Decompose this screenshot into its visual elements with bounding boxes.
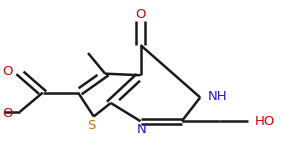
Text: HO: HO <box>255 115 275 128</box>
Text: O: O <box>2 65 12 78</box>
Text: N: N <box>137 124 147 136</box>
Text: S: S <box>87 119 95 132</box>
Text: O: O <box>2 107 12 120</box>
Text: NH: NH <box>208 90 228 103</box>
Text: O: O <box>135 8 146 21</box>
